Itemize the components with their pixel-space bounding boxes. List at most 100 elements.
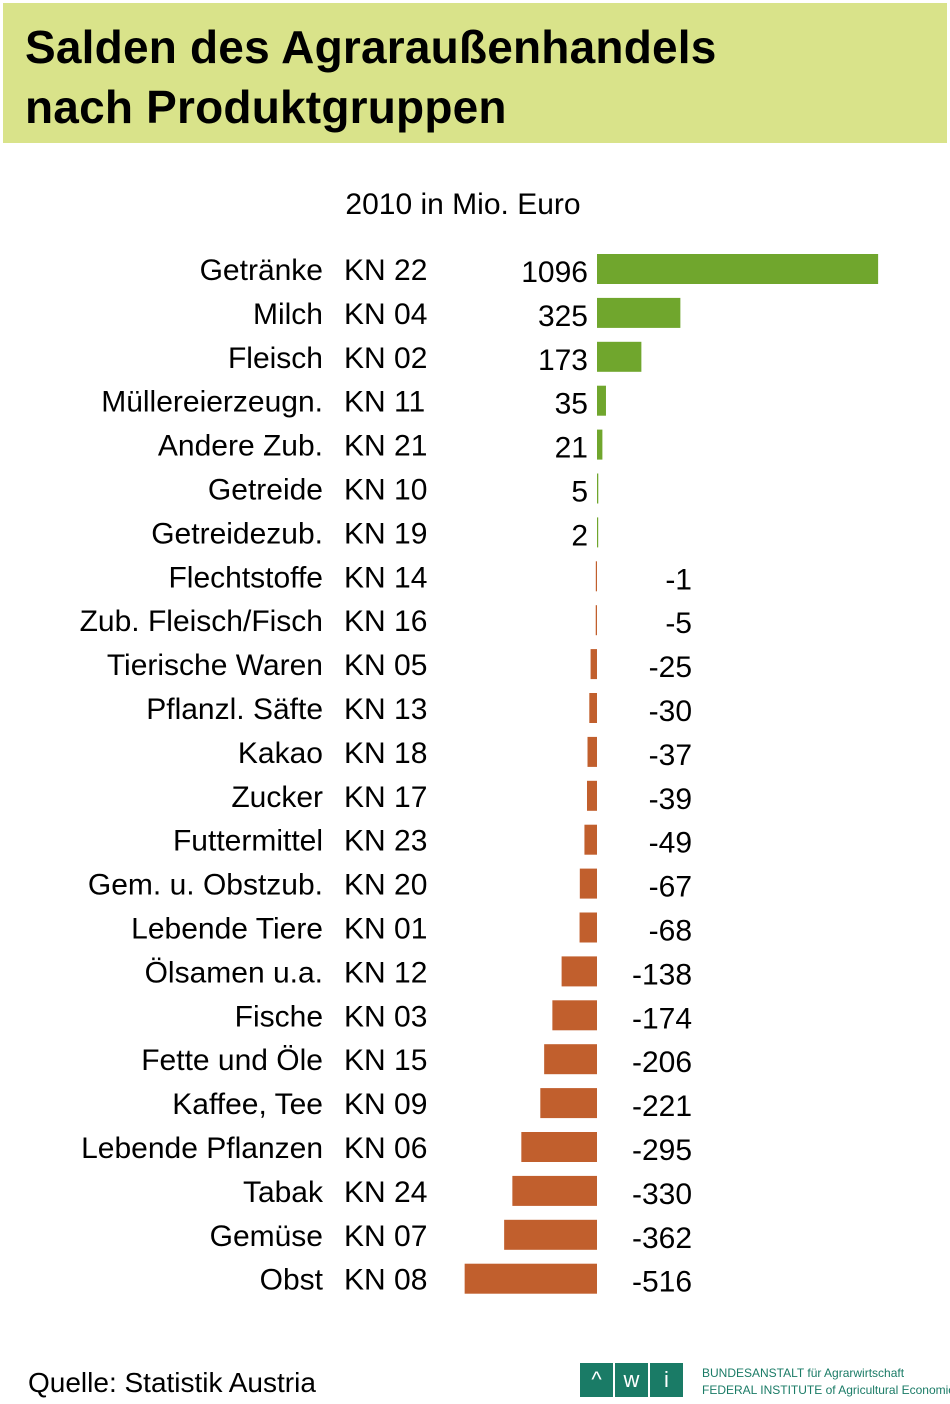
value-label: -30 [649,695,692,728]
value-label: -67 [649,871,692,904]
source-note: Quelle: Statistik Austria [28,1367,316,1398]
value-label: 21 [555,432,588,465]
value-label: 2 [571,519,588,552]
category-label: Pflanzl. Säfte [146,693,323,726]
bar [587,736,597,767]
value-label: -295 [632,1134,692,1167]
category-label: Getreidezub. [151,517,323,550]
category-label: Müllereierzeugn. [101,386,323,419]
bar [584,824,597,855]
bar [512,1175,597,1206]
category-label: Fette und Öle [141,1044,323,1077]
bar [597,254,879,284]
title-line-2: nach Produktgruppen [25,81,507,133]
bar [521,1132,597,1162]
bar [597,341,642,372]
category-label: Tierische Waren [107,649,323,682]
category-code: KN 14 [344,561,427,594]
category-code: KN 01 [344,913,427,946]
category-label: Fische [235,1000,323,1033]
value-label: -138 [632,958,692,991]
value-label: -221 [632,1090,692,1123]
bar [595,605,597,636]
category-code: KN 15 [344,1044,427,1077]
chart-title: Salden des Agraraußenhandels nach Produk… [25,17,925,137]
value-label: -39 [649,783,692,816]
category-code: KN 23 [344,825,427,858]
category-code: KN 05 [344,649,427,682]
category-label: Zucker [231,781,323,814]
bar [544,1044,597,1075]
category-label: Kaffee, Tee [172,1088,323,1121]
category-code: KN 16 [344,605,427,638]
category-code: KN 04 [344,298,427,331]
logo-line-2: FEDERAL INSTITUTE of Agricultural Econom… [702,1383,950,1397]
logo-line-1: BUNDESANSTALT für Agrarwirtschaft [702,1366,905,1380]
category-code: KN 08 [344,1264,427,1297]
logo-letter-3: i [650,1363,683,1397]
category-code: KN 12 [344,956,427,989]
bar [579,912,597,943]
category-label: Andere Zub. [158,430,323,463]
bar [579,868,597,899]
category-code: KN 09 [344,1088,427,1121]
category-label: Obst [260,1264,324,1297]
category-code: KN 02 [344,342,427,375]
value-label: 35 [555,388,588,421]
category-label: Milch [253,298,323,331]
value-label: -49 [649,827,692,860]
category-label: Tabak [243,1176,324,1209]
title-band: Salden des Agraraußenhandels nach Produk… [3,3,947,143]
bar [597,517,599,548]
value-label: -206 [632,1046,692,1079]
bar [540,1088,597,1119]
value-label: 5 [571,476,588,509]
category-code: KN 11 [344,386,425,419]
value-label: -362 [632,1222,692,1255]
value-label: -516 [632,1266,692,1299]
category-label: Getreide [208,474,323,507]
bar [597,385,606,416]
category-code: KN 10 [344,474,427,507]
category-label: Flechtstoffe [168,561,323,594]
bar [464,1263,597,1294]
category-label: Getränke [200,254,323,287]
category-label: Gem. u. Obstzub. [88,869,323,902]
category-label: Lebende Pflanzen [81,1132,323,1165]
category-label: Futtermittel [173,825,323,858]
category-label: Ölsamen u.a. [145,956,323,989]
category-label: Fleisch [228,342,323,375]
bar [586,780,597,811]
category-code: KN 18 [344,737,427,770]
bar [590,649,597,680]
value-label: 1096 [521,256,588,289]
bar [552,1000,597,1031]
category-code: KN 20 [344,869,427,902]
category-label: Kakao [238,737,323,770]
title-line-1: Salden des Agraraußenhandels [25,21,717,73]
category-code: KN 06 [344,1132,427,1165]
bar [561,956,597,987]
category-code: KN 22 [344,254,427,287]
chart-subtitle: 2010 in Mio. Euro [345,188,581,221]
value-label: -1 [665,563,692,596]
value-label: -5 [665,607,692,640]
bar [589,693,597,723]
category-label: Lebende Tiere [131,913,323,946]
value-label: -174 [632,1002,692,1035]
value-label: -68 [649,915,692,948]
category-code: KN 03 [344,1000,427,1033]
category-label: Gemüse [210,1220,323,1253]
bar [597,473,599,504]
bar [597,297,681,328]
category-code: KN 13 [344,693,427,726]
logo-text: BUNDESANSTALT für Agrarwirtschaft FEDERA… [702,1365,950,1399]
value-label: -330 [632,1178,692,1211]
category-code: KN 21 [344,430,427,463]
category-code: KN 17 [344,781,427,814]
value-label: -25 [649,651,692,684]
bar [504,1219,597,1250]
value-label: -37 [649,739,692,772]
category-code: KN 24 [344,1176,427,1209]
bar [597,429,603,460]
